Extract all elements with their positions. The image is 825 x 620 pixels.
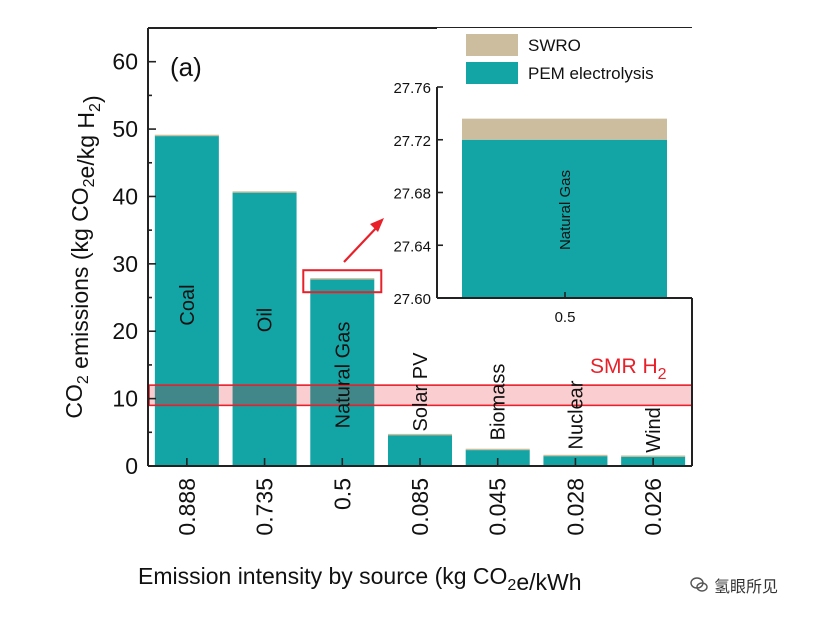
zoom-highlight-box — [302, 269, 383, 294]
main-plot: SMR H2 Coal Oil Natural Gas Solar PV Biomass N… — [61, 27, 693, 595]
inset-bar-swro — [462, 118, 667, 140]
watermark: 氢眼所见 — [690, 573, 778, 597]
wechat-icon — [690, 577, 708, 592]
inset-bar-pem — [462, 139, 667, 298]
smr-band-label: SMR H2 — [590, 355, 667, 383]
panel-label: (a) — [170, 52, 202, 82]
bar-pem-natural-gas — [310, 279, 375, 466]
x-tick-label-2: 0.5 — [329, 478, 355, 510]
y-tick-label-20: 20 — [112, 318, 138, 344]
y-tick-label-10: 10 — [112, 386, 138, 412]
watermark-text: 氢眼所见 — [714, 577, 779, 596]
bar-pem-oil — [232, 192, 297, 466]
x-axis-title: Emission intensity by source (kg CO2e/kW… — [138, 563, 582, 595]
legend-swatch-1 — [466, 62, 518, 84]
bar-swro-wind — [621, 455, 686, 457]
x-tick-label-5: 0.028 — [562, 478, 588, 536]
y-axis-title: CO2 emissions (kg CO2e/kg H2) — [61, 95, 105, 418]
y-tick-label-50: 50 — [112, 116, 138, 142]
inset-bar-label: Natural Gas — [557, 170, 574, 250]
bar-label-biomass: Biomass — [488, 364, 510, 441]
bar-swro-nuclear — [543, 454, 608, 457]
inset-plot: SWRO PEM electrolysis Natural Gas 27.60 27.6… — [393, 28, 693, 326]
x-tick-label-3: 0.085 — [407, 478, 433, 536]
x-tick-label-4: 0.045 — [485, 478, 511, 536]
bar-swro-biomass — [465, 448, 530, 451]
inset-y-tick-label: 27.72 — [393, 133, 431, 150]
x-tick-label-1: 0.735 — [252, 478, 278, 536]
y-tick-label-40: 40 — [112, 183, 138, 209]
inset-y-tick-label: 27.64 — [393, 238, 431, 255]
bar-label-coal: Coal — [177, 284, 199, 325]
bar-label-oil: Oil — [255, 308, 277, 332]
bar-label-wind: Wind — [643, 407, 665, 453]
bar-swro-oil — [232, 191, 297, 193]
y-tick-label-60: 60 — [112, 49, 138, 75]
bar-label-natural-gas: Natural Gas — [332, 322, 354, 429]
legend-label-1: PEM electrolysis — [528, 64, 654, 83]
bar-swro-solar-pv — [388, 433, 452, 436]
zoom-arrow-head — [370, 218, 384, 232]
zoom-arrow — [343, 225, 379, 263]
inset-y-tick-label: 27.60 — [393, 291, 431, 308]
x-tick-label-0: 0.888 — [174, 478, 200, 536]
bar-label-nuclear: Nuclear — [565, 380, 587, 449]
bar-label-solar-pv: Solar PV — [410, 352, 432, 432]
bar-pem-biomass — [465, 449, 530, 466]
inset-y-tick-label: 27.76 — [393, 80, 431, 97]
y-tick-label-0: 0 — [125, 453, 138, 479]
bar-swro-coal — [154, 134, 219, 137]
inset-y-tick-label: 27.68 — [393, 186, 431, 203]
legend-swatch-0 — [466, 34, 518, 56]
inset-x-tick-label: 0.5 — [555, 309, 576, 326]
bar-swro-natural-gas — [310, 278, 375, 280]
y-tick-label-30: 30 — [112, 251, 138, 277]
legend-label-0: SWRO — [528, 36, 581, 55]
bar-pem-coal — [154, 135, 219, 467]
x-tick-label-6: 0.026 — [640, 478, 666, 536]
